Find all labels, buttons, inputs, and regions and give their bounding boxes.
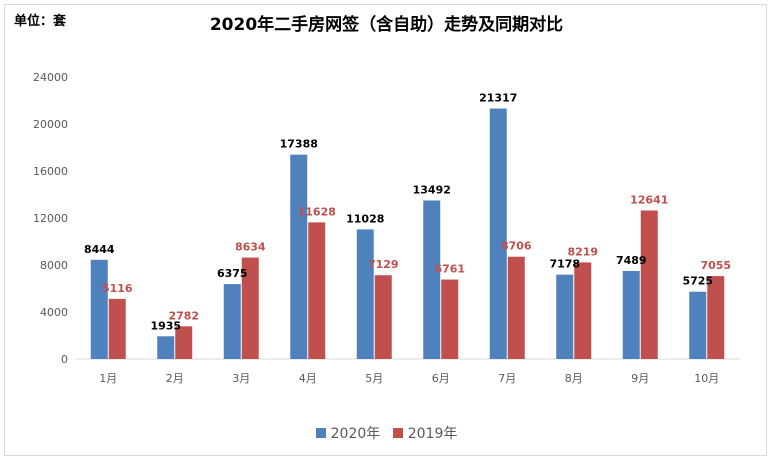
legend-label-2019: 2019年 xyxy=(407,426,458,442)
data-label: 2782 xyxy=(168,309,199,322)
bar-2020年-4月 xyxy=(290,154,308,359)
x-tick-label: 10月 xyxy=(694,372,719,385)
bar-2020年-8月 xyxy=(556,274,574,359)
y-tick-label: 0 xyxy=(61,353,68,366)
x-tick-label: 4月 xyxy=(299,372,317,385)
bar-2019年-9月 xyxy=(640,210,658,359)
data-label: 8219 xyxy=(567,245,598,258)
x-tick-label: 3月 xyxy=(232,372,250,385)
legend-item-2019: 2019年 xyxy=(392,423,458,443)
unit-label: 单位：套 xyxy=(14,14,67,29)
bar-2019年-5月 xyxy=(374,275,392,359)
data-label: 11028 xyxy=(346,212,384,225)
bar-2019年-1月 xyxy=(108,298,126,359)
bar-2019年-10月 xyxy=(707,276,725,359)
data-label: 7178 xyxy=(549,258,580,271)
y-tick-label: 16000 xyxy=(33,165,68,178)
data-label: 21317 xyxy=(479,92,517,105)
data-label: 11628 xyxy=(298,205,336,218)
bar-2019年-8月 xyxy=(574,262,592,359)
legend-swatch-2020 xyxy=(315,428,326,438)
bar-2020年-5月 xyxy=(356,229,374,359)
data-label: 6375 xyxy=(217,267,248,280)
data-label: 5725 xyxy=(682,275,713,288)
y-tick-label: 12000 xyxy=(33,212,68,225)
data-label: 8706 xyxy=(501,240,532,253)
bar-2020年-9月 xyxy=(622,271,640,359)
bar-2019年-4月 xyxy=(308,222,326,359)
x-tick-label: 6月 xyxy=(432,372,450,385)
bar-2020年-3月 xyxy=(223,284,241,359)
chart-bars xyxy=(90,108,725,359)
chart-axes: 0 4000 8000 12000 16000 20000 24000 1月 2月 3月 4月 5月 6… xyxy=(33,71,740,385)
data-label: 13492 xyxy=(413,183,451,196)
legend-label-2020: 2020年 xyxy=(330,426,381,442)
bar-2020年-1月 xyxy=(90,259,108,359)
legend-item-2020: 2020年 xyxy=(315,423,381,443)
data-label: 7129 xyxy=(368,258,399,271)
y-tick-label: 24000 xyxy=(33,71,68,84)
data-label: 7489 xyxy=(616,254,647,267)
data-label: 17388 xyxy=(280,138,318,151)
bar-2020年-10月 xyxy=(689,291,707,359)
y-tick-label: 20000 xyxy=(33,118,68,131)
bar-2019年-6月 xyxy=(441,279,459,359)
data-label: 12641 xyxy=(630,193,668,206)
chart-frame xyxy=(4,4,767,456)
data-label: 8444 xyxy=(84,243,115,256)
x-tick-label: 8月 xyxy=(565,372,583,385)
bar-2019年-7月 xyxy=(507,256,525,359)
x-tick-label: 2月 xyxy=(166,372,184,385)
chart-legend: 2020年 2019年 xyxy=(0,423,773,443)
data-label: 1935 xyxy=(150,319,181,332)
bar-2019年-3月 xyxy=(241,257,259,359)
bar-2020年-7月 xyxy=(489,108,507,359)
data-label: 5116 xyxy=(102,282,133,295)
bar-2019年-2月 xyxy=(175,326,193,359)
chart-title: 2020年二手房网签（含自助）走势及同期对比 xyxy=(209,15,564,35)
bar-2020年-2月 xyxy=(157,336,175,359)
legend-swatch-2019 xyxy=(392,428,403,438)
y-tick-label: 4000 xyxy=(40,306,68,319)
data-label: 7055 xyxy=(700,259,731,272)
bar-2020年-6月 xyxy=(423,200,441,359)
bar-chart: 0 4000 8000 12000 16000 20000 24000 1月 2月 3月 4月 5月 6… xyxy=(33,71,740,385)
x-tick-label: 5月 xyxy=(365,372,383,385)
data-label: 6761 xyxy=(434,263,465,276)
data-label: 8634 xyxy=(235,241,266,254)
x-tick-label: 9月 xyxy=(631,372,649,385)
x-tick-label: 7月 xyxy=(498,372,516,385)
x-tick-label: 1月 xyxy=(99,372,117,385)
y-tick-label: 8000 xyxy=(40,259,68,272)
